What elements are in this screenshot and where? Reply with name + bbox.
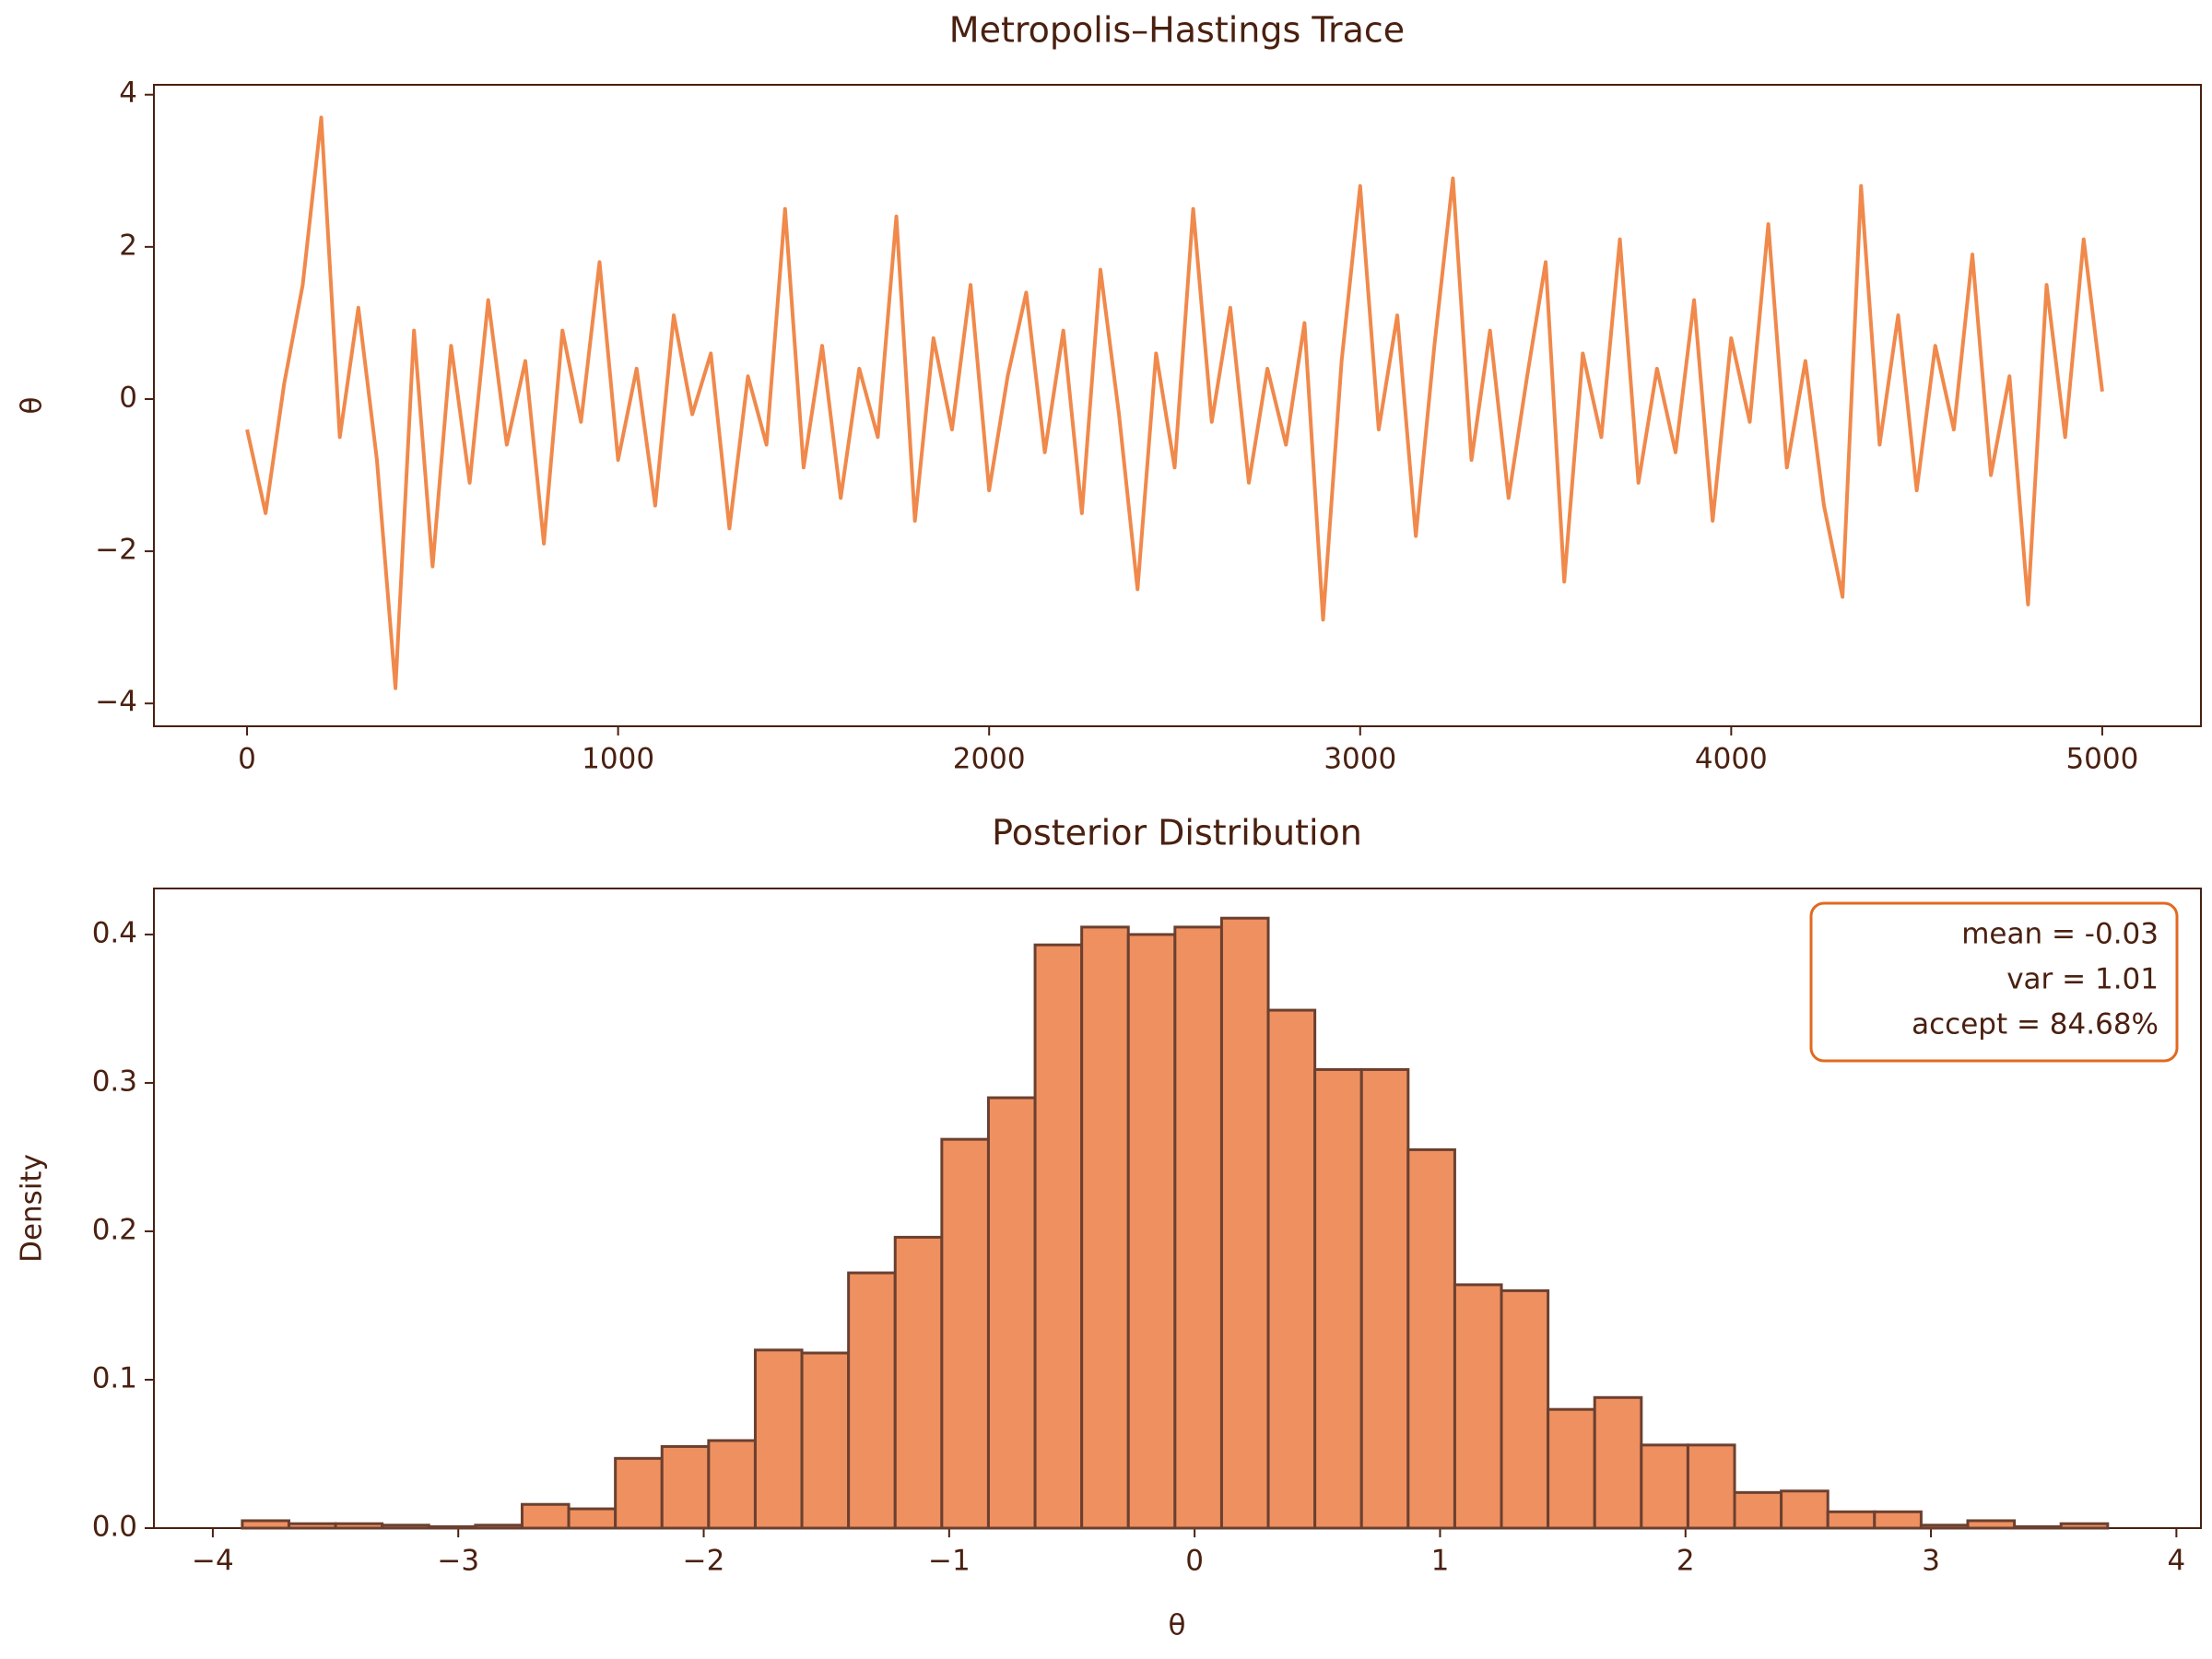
hist-bar <box>1966 1519 2017 1530</box>
hist-bar <box>287 1522 337 1530</box>
chart-title: Metropolis–Hastings Trace <box>949 10 1405 51</box>
x-tick-label: 0 <box>1185 1545 1204 1578</box>
stats-box <box>1809 901 2179 1063</box>
y-tick-label: 0 <box>119 381 137 414</box>
hist-bar <box>1406 1147 1456 1530</box>
hist-bar <box>334 1522 384 1530</box>
y-tick-label: 2 <box>119 229 137 262</box>
x-tick-label: 3000 <box>1324 743 1396 776</box>
hist-bar <box>847 1271 897 1530</box>
hist-bar <box>427 1524 477 1530</box>
hist-bar <box>1826 1510 1877 1530</box>
hist-bar <box>707 1439 757 1530</box>
y-tick-label: 4 <box>119 76 137 110</box>
hist-bar <box>1453 1283 1503 1530</box>
hist-bar <box>1266 1008 1317 1530</box>
x-tick-label: 4 <box>2168 1545 2186 1578</box>
y-tick-label: 0.2 <box>92 1213 137 1246</box>
hist-bar <box>1919 1524 1970 1530</box>
x-tick-label: 3 <box>1922 1545 1940 1578</box>
hist-bar <box>1173 925 1223 1530</box>
x-tick-label: 2000 <box>953 743 1026 776</box>
hist-bar <box>1080 925 1130 1530</box>
y-tick-label: −2 <box>95 534 137 567</box>
hist-bar <box>1733 1490 1783 1530</box>
stats-text: accept = 84.68% <box>1912 1008 2159 1041</box>
x-tick-label: 1 <box>1431 1545 1450 1578</box>
hist-bar <box>1547 1407 1596 1530</box>
hist-bar <box>1313 1067 1363 1530</box>
x-tick-label: 5000 <box>2065 743 2138 776</box>
hist-bar <box>567 1507 618 1530</box>
hist-bar <box>660 1444 711 1530</box>
hist-bar <box>1780 1489 1830 1530</box>
stats-text: var = 1.01 <box>2006 963 2159 996</box>
x-axis-label: θ <box>1169 1609 1186 1642</box>
trace-frame <box>153 84 2202 727</box>
y-tick-label: −4 <box>95 686 137 719</box>
y-tick-label: 0.3 <box>92 1065 137 1098</box>
hist-bar <box>381 1524 430 1530</box>
hist-bar <box>1219 916 1270 1530</box>
hist-bar <box>986 1096 1037 1530</box>
hist-bar <box>2013 1524 2063 1530</box>
hist-bar <box>753 1348 804 1530</box>
trace-line <box>245 115 2104 690</box>
hist-bar <box>1686 1443 1736 1530</box>
hist-bar <box>1873 1510 1923 1530</box>
stats-text: mean = -0.03 <box>1961 918 2159 951</box>
x-tick-label: 1000 <box>582 743 654 776</box>
y-axis-label: Density <box>16 1154 49 1263</box>
x-tick-label: −4 <box>192 1545 234 1578</box>
hist-bar <box>940 1137 990 1530</box>
hist-bar <box>1500 1288 1550 1530</box>
x-tick-label: −1 <box>928 1545 971 1578</box>
x-tick-label: −3 <box>437 1545 479 1578</box>
y-axis-label: θ <box>16 397 49 415</box>
y-tick-label: 0.4 <box>92 916 137 949</box>
chart-title: Posterior Distribution <box>992 813 1362 853</box>
hist-bar <box>893 1235 944 1530</box>
hist-bar <box>2059 1522 2110 1530</box>
x-tick-label: 2 <box>1677 1545 1695 1578</box>
hist-bar <box>474 1524 524 1530</box>
hist-bar <box>1593 1395 1643 1530</box>
hist-bar <box>800 1351 851 1530</box>
x-tick-label: 0 <box>238 743 256 776</box>
x-tick-label: −2 <box>683 1545 725 1578</box>
hist-bar <box>1126 933 1177 1530</box>
y-tick-label: 0.1 <box>92 1361 137 1394</box>
hist-bar <box>241 1519 290 1530</box>
hist-bar <box>614 1456 664 1530</box>
x-tick-label: 4000 <box>1695 743 1768 776</box>
hist-bar <box>1033 943 1084 1530</box>
hist-bar <box>1640 1443 1689 1530</box>
hist-bar <box>1359 1067 1410 1530</box>
y-tick-label: 0.0 <box>92 1511 137 1544</box>
hist-bar <box>520 1502 571 1530</box>
